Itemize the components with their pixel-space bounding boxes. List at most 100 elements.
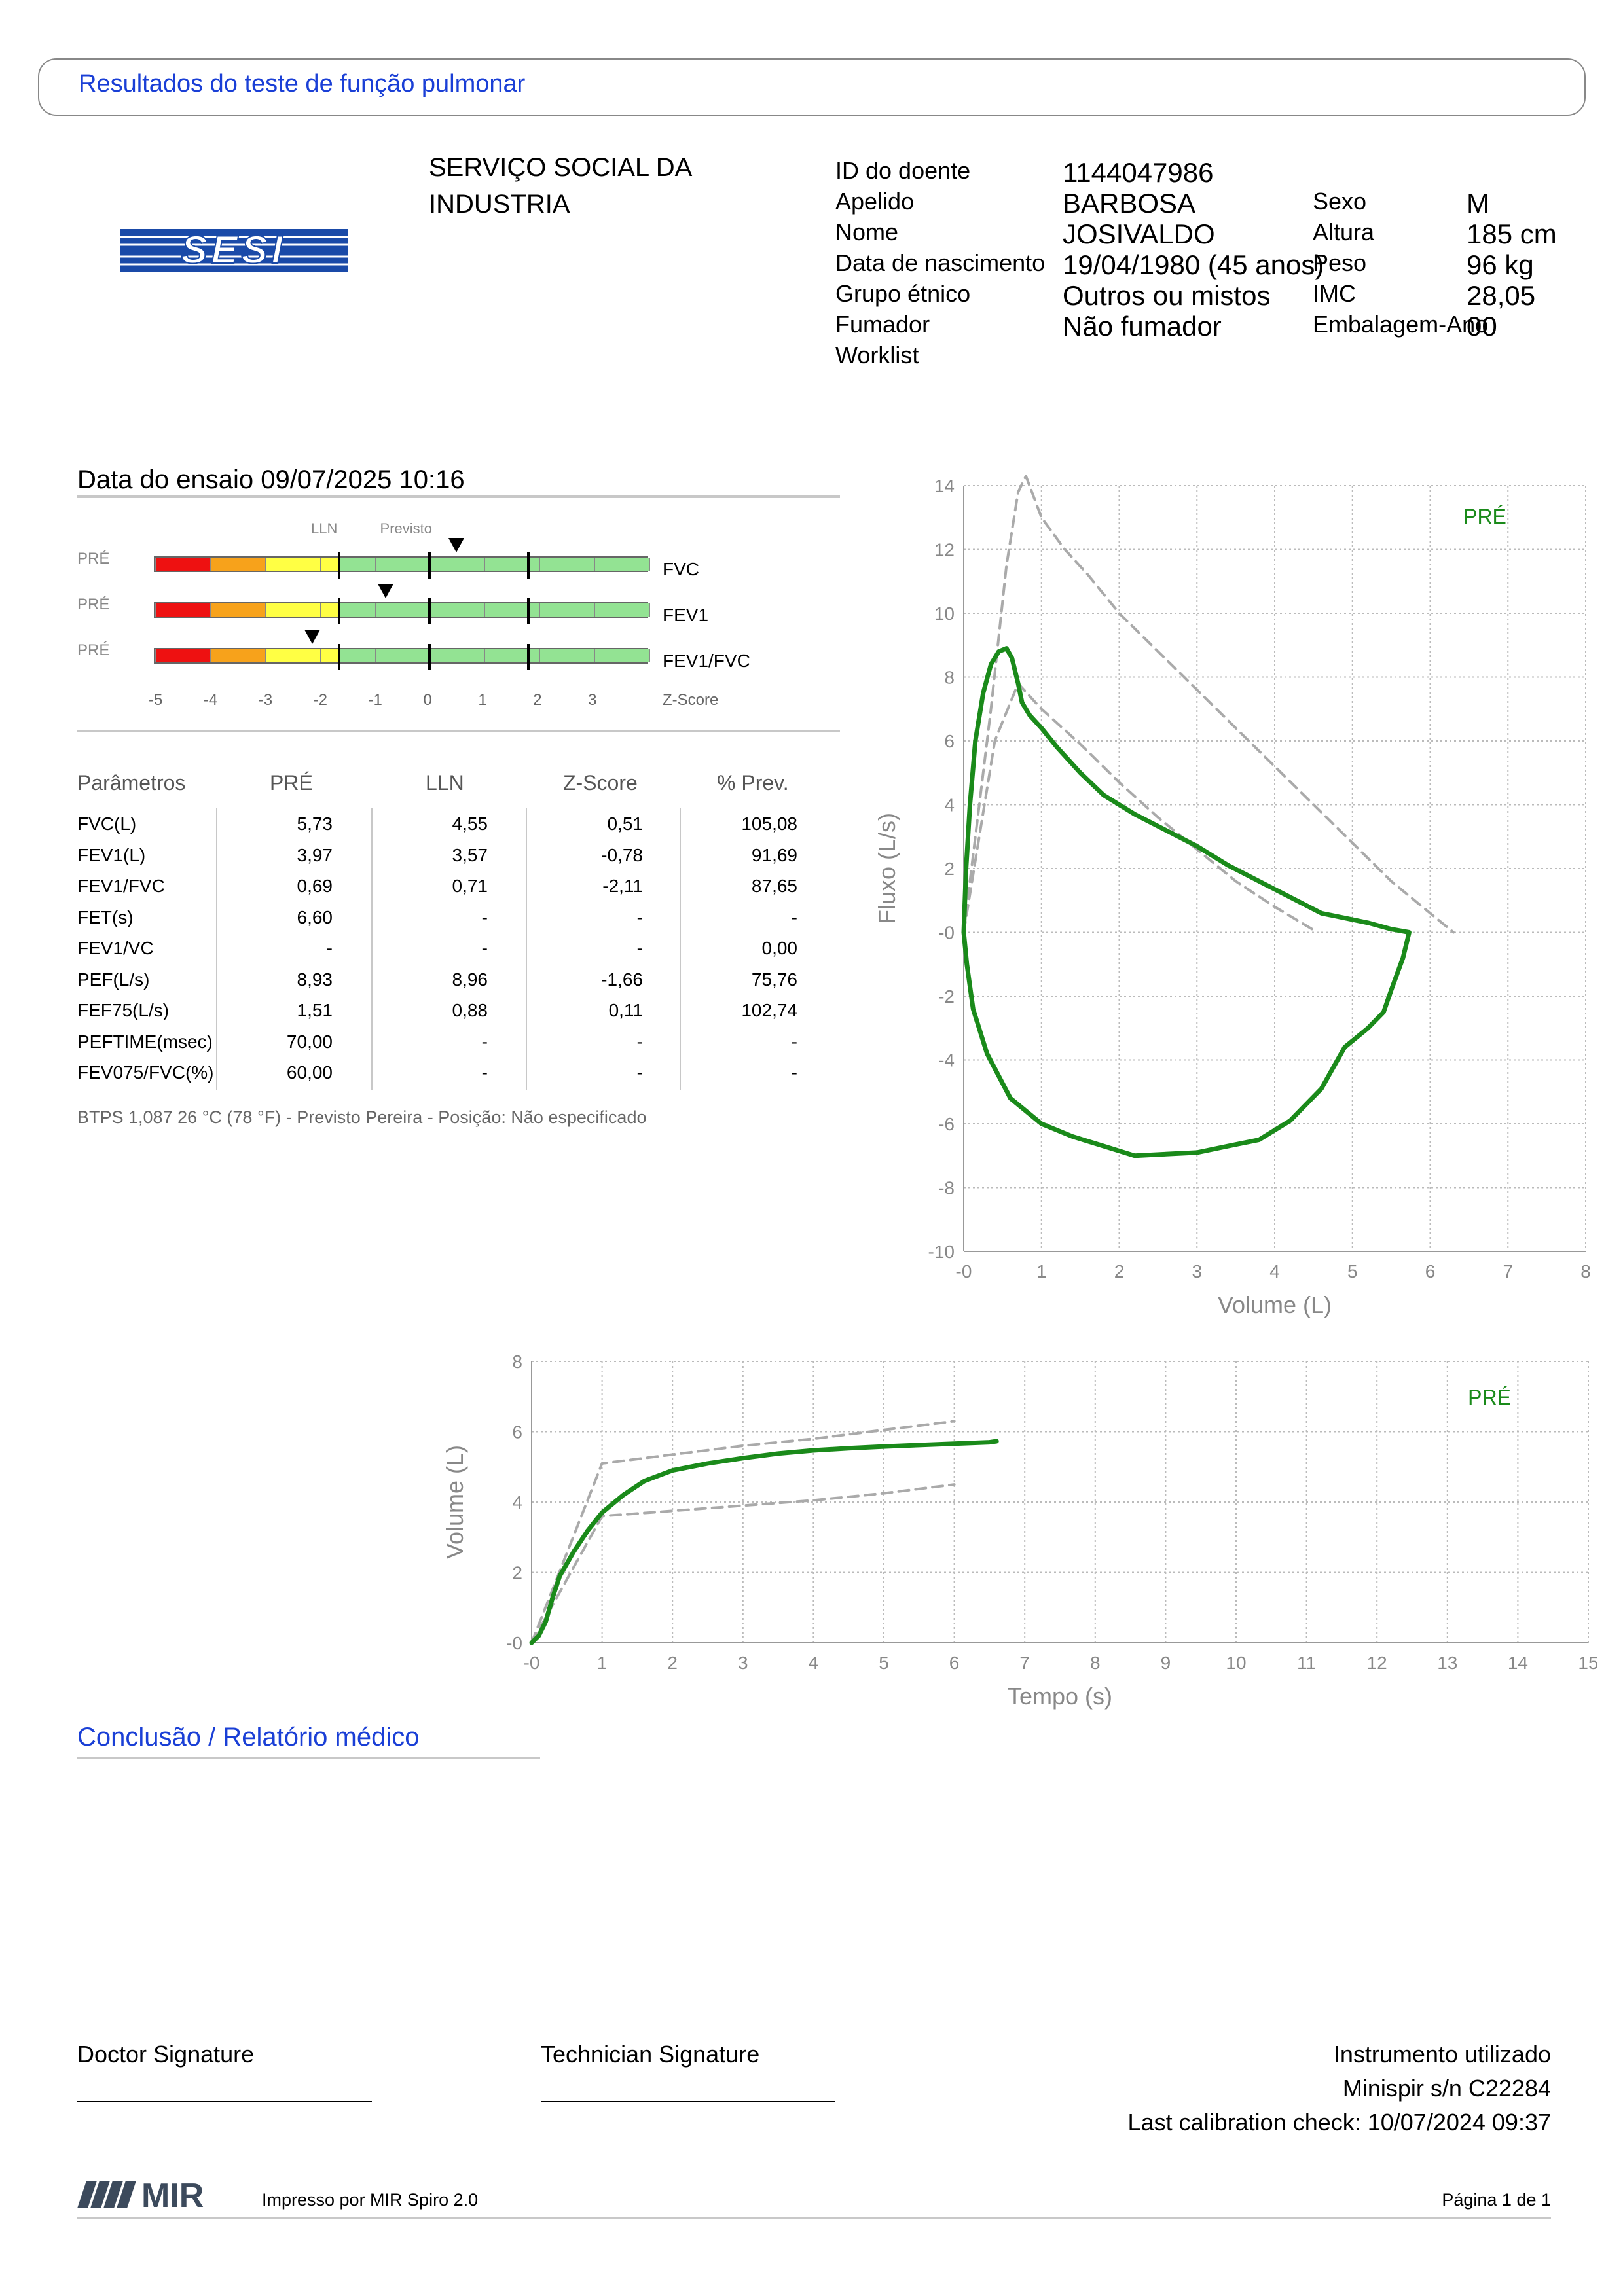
height: 185 cm <box>1467 219 1557 249</box>
zscore-band <box>210 558 265 571</box>
zscore-marker-line <box>338 552 341 579</box>
table-cell: 0,00 <box>761 938 798 958</box>
dob: 19/04/1980 (45 anos) <box>1063 249 1324 280</box>
zscore-bar <box>154 552 650 579</box>
zscore-grid-tick <box>594 649 596 662</box>
lln-label: LLN <box>311 520 338 537</box>
mir-logo: MIR <box>77 2177 204 2214</box>
table-header: % Prev. <box>717 771 789 795</box>
table-cell: -0,78 <box>601 844 643 865</box>
report-title-bar: Resultados do teste de função pulmonar <box>38 58 1586 116</box>
zscore-grid-tick <box>210 558 211 571</box>
chart-grid <box>531 1361 1589 1643</box>
height-label: Altura <box>1313 219 1375 245</box>
table-cell: - <box>791 1062 797 1083</box>
table-cell: - <box>636 1062 643 1083</box>
table-cell: 6,60 <box>297 906 333 927</box>
table-cell: -2,11 <box>602 876 643 896</box>
x-tick-label: 13 <box>1437 1653 1457 1673</box>
zscore-tick: 1 <box>478 691 487 709</box>
svg-text:MIR: MIR <box>141 2177 204 2214</box>
table-cell: 70,00 <box>286 1031 333 1052</box>
table-cell: 8,96 <box>452 969 488 990</box>
table-cell: 5,73 <box>297 814 333 834</box>
zscore-band <box>155 603 210 617</box>
pack-year: 00 <box>1467 311 1497 342</box>
x-tick-label: 11 <box>1297 1653 1316 1673</box>
y-tick-label: -4 <box>938 1050 955 1071</box>
table-cell-param: PEFTIME(msec) <box>77 1031 213 1052</box>
table-cell: 0,88 <box>452 1000 488 1020</box>
x-tick-label: 2 <box>1114 1261 1125 1282</box>
ethnic-label: Grupo étnico <box>835 280 971 307</box>
zscore-tick: 0 <box>423 691 432 709</box>
zscore-param-name: FEV1 <box>663 605 709 625</box>
sex-label: Sexo <box>1313 188 1367 215</box>
zscore-tick: -2 <box>313 691 327 709</box>
x-tick-label: 6 <box>1425 1261 1436 1282</box>
zscore-grid-tick <box>374 558 376 571</box>
bmi-label: IMC <box>1313 280 1356 307</box>
table-cell: - <box>481 1031 488 1052</box>
x-tick-label: 1 <box>1036 1261 1047 1282</box>
table-cell: 91,69 <box>751 844 797 865</box>
x-tick-label: 3 <box>738 1653 748 1673</box>
x-tick-label: 5 <box>1347 1261 1358 1282</box>
series-line-pr- <box>961 646 1412 1158</box>
ethnic: Outros ou mistos <box>1063 280 1271 311</box>
x-tick-label: 12 <box>1367 1653 1387 1673</box>
x-tick-label: 1 <box>597 1653 608 1673</box>
zscore-pointer-icon <box>378 584 393 598</box>
zscore-marker-line <box>527 644 530 670</box>
table-header: PRÉ <box>270 771 313 795</box>
x-tick-label: 4 <box>809 1653 819 1673</box>
calibration: Last calibration check: 10/07/2024 09:37 <box>1127 2109 1551 2136</box>
table-cell: - <box>326 938 333 958</box>
table-cell: 3,57 <box>452 844 488 865</box>
zscore-tick: -5 <box>149 691 163 709</box>
sex: M <box>1467 188 1489 219</box>
table-cell-param: FEV1(L) <box>77 844 146 865</box>
table-cell: - <box>636 938 643 958</box>
y-tick-label: 8 <box>944 668 955 688</box>
zscore-grid-tick <box>374 649 376 662</box>
worklist-label: Worklist <box>835 342 919 368</box>
patient-name: JOSIVALDO <box>1063 219 1215 249</box>
zscore-grid-tick <box>155 649 156 662</box>
y-tick-label: 12 <box>934 540 955 560</box>
doctor-signature-line <box>77 2101 372 2102</box>
zscore-param-name: FVC <box>663 559 699 579</box>
weight-label: Peso <box>1313 249 1367 276</box>
zscore-tick: -4 <box>203 691 218 709</box>
table-cell: 105,08 <box>741 814 797 834</box>
x-tick-label: 8 <box>1090 1653 1101 1673</box>
divider <box>77 495 840 498</box>
zscore-marker-line <box>527 552 530 579</box>
zscore-grid-tick <box>264 558 266 571</box>
sesi-logo: SESI <box>120 229 348 272</box>
x-tick-label: 7 <box>1503 1261 1513 1282</box>
y-tick-label: -6 <box>938 1114 955 1134</box>
series-line-lln <box>962 682 1319 934</box>
table-cell: 75,76 <box>751 969 797 990</box>
zscore-grid-tick <box>155 558 156 571</box>
table-cell: - <box>481 938 488 958</box>
table-cell-param: FEV075/FVC(%) <box>77 1062 214 1083</box>
table-cell: 3,97 <box>297 844 333 865</box>
zscore-grid-tick <box>319 558 321 571</box>
test-date: Data do ensaio 09/07/2025 10:16 <box>77 465 465 494</box>
zscore-bar <box>154 644 650 670</box>
weight: 96 kg <box>1467 249 1534 280</box>
zscore-grid-tick <box>649 649 650 662</box>
zscore-grid-tick <box>649 558 650 571</box>
zscore-marker-line <box>527 598 530 624</box>
zscore-band <box>264 603 340 617</box>
patient-id: 1144047986 <box>1063 157 1214 188</box>
y-tick-label: 2 <box>944 859 955 879</box>
test-note: BTPS 1,087 26 °C (78 °F) - Previsto Pere… <box>77 1107 647 1127</box>
x-tick-label: 10 <box>1226 1653 1246 1673</box>
legend-label: PRÉ <box>1463 505 1506 528</box>
x-tick-label: 5 <box>879 1653 889 1673</box>
zscore-param-name: FEV1/FVC <box>663 651 750 671</box>
zscore-grid-tick <box>264 649 266 662</box>
